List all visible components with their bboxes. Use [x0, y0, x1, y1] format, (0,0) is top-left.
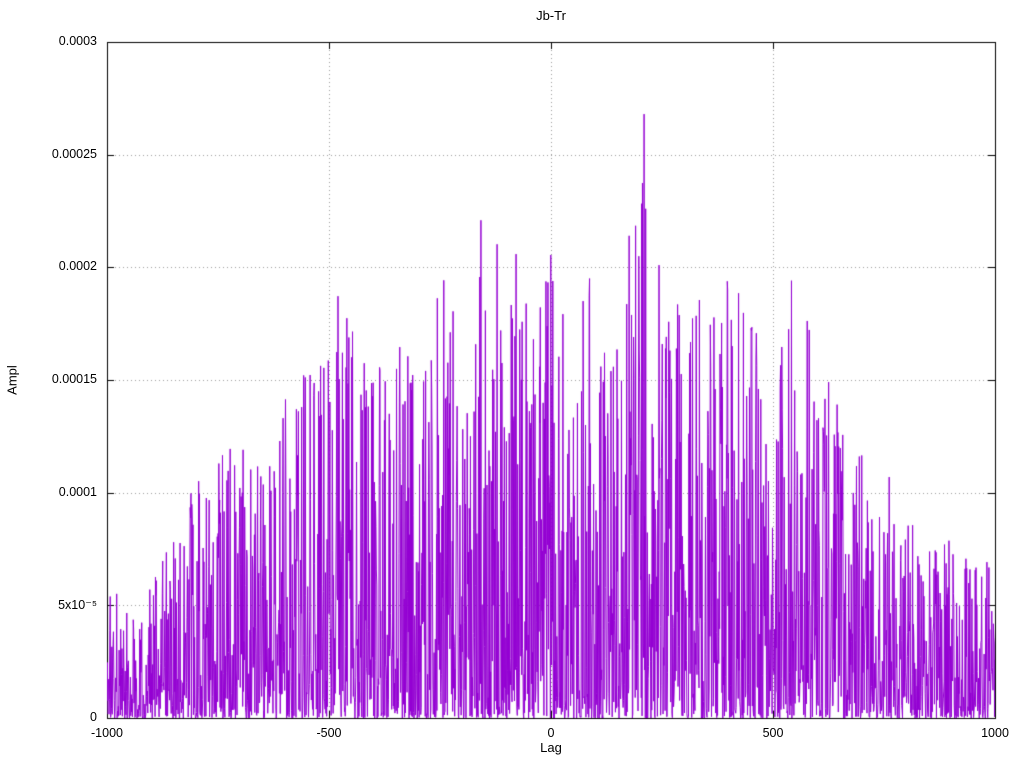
y-tick-label: 0.00025: [51, 146, 97, 161]
x-tick-label: 1000: [981, 726, 1009, 740]
y-tick-label: 0.0003: [58, 34, 97, 48]
x-tick-label: -1000: [91, 726, 123, 740]
y-tick-label: 0.0002: [58, 259, 97, 274]
chart-title: Jb-Tr: [536, 8, 566, 23]
y-tick-label: 0.0001: [58, 484, 97, 499]
x-tick-label: 0: [547, 726, 555, 740]
x-tick-label: -500: [316, 726, 342, 740]
x-tick-label: 500: [762, 726, 784, 740]
y-tick-label: 5x10⁻⁵: [58, 598, 97, 613]
y-tick-label: 0.00015: [51, 372, 97, 386]
x-axis-label: Lag: [540, 740, 562, 755]
y-tick-label: 0: [90, 710, 97, 724]
